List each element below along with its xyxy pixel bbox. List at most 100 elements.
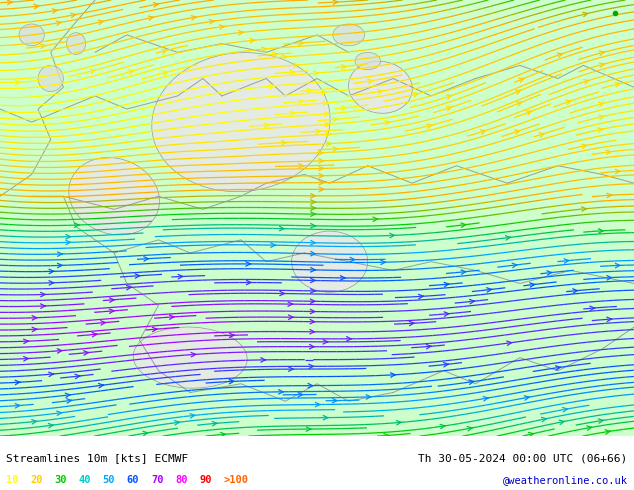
FancyArrowPatch shape (32, 327, 37, 332)
FancyArrowPatch shape (169, 315, 174, 319)
FancyArrowPatch shape (221, 432, 226, 437)
FancyArrowPatch shape (391, 373, 396, 377)
FancyArrowPatch shape (101, 320, 106, 325)
FancyArrowPatch shape (470, 299, 475, 304)
FancyArrowPatch shape (178, 274, 183, 279)
FancyArrowPatch shape (32, 419, 37, 424)
FancyArrowPatch shape (57, 349, 62, 353)
FancyArrowPatch shape (271, 243, 276, 247)
FancyArrowPatch shape (298, 392, 303, 397)
FancyArrowPatch shape (562, 408, 567, 412)
FancyArrowPatch shape (319, 173, 324, 178)
FancyArrowPatch shape (15, 404, 20, 408)
FancyArrowPatch shape (15, 380, 20, 385)
FancyArrowPatch shape (41, 44, 46, 49)
FancyArrowPatch shape (564, 259, 569, 263)
FancyArrowPatch shape (294, 63, 298, 68)
FancyArrowPatch shape (318, 150, 323, 155)
FancyArrowPatch shape (557, 53, 562, 57)
Ellipse shape (67, 33, 86, 54)
FancyArrowPatch shape (230, 333, 234, 338)
FancyArrowPatch shape (324, 112, 329, 116)
FancyArrowPatch shape (269, 84, 275, 89)
FancyArrowPatch shape (599, 63, 604, 67)
FancyArrowPatch shape (310, 309, 315, 314)
FancyArrowPatch shape (539, 133, 545, 137)
FancyArrowPatch shape (229, 379, 234, 384)
FancyArrowPatch shape (67, 399, 72, 403)
FancyArrowPatch shape (219, 25, 224, 29)
Text: 30: 30 (55, 475, 67, 486)
Ellipse shape (38, 66, 63, 92)
FancyArrowPatch shape (598, 229, 604, 233)
FancyArrowPatch shape (163, 71, 168, 75)
FancyArrowPatch shape (299, 99, 303, 104)
FancyArrowPatch shape (191, 352, 196, 357)
FancyArrowPatch shape (607, 317, 612, 321)
FancyArrowPatch shape (311, 241, 316, 245)
FancyArrowPatch shape (319, 166, 323, 171)
FancyArrowPatch shape (152, 327, 157, 332)
FancyArrowPatch shape (340, 276, 345, 280)
FancyArrowPatch shape (526, 111, 532, 115)
FancyArrowPatch shape (319, 159, 323, 163)
FancyArrowPatch shape (519, 78, 524, 82)
FancyArrowPatch shape (590, 306, 595, 311)
FancyArrowPatch shape (191, 16, 197, 20)
FancyArrowPatch shape (378, 90, 383, 94)
FancyArrowPatch shape (373, 217, 378, 221)
FancyArrowPatch shape (307, 89, 312, 93)
FancyArrowPatch shape (8, 0, 12, 4)
FancyArrowPatch shape (23, 357, 29, 361)
FancyArrowPatch shape (58, 263, 62, 268)
FancyArrowPatch shape (311, 268, 316, 272)
FancyArrowPatch shape (530, 283, 534, 287)
FancyArrowPatch shape (316, 129, 321, 134)
FancyArrowPatch shape (174, 420, 179, 425)
FancyArrowPatch shape (48, 423, 53, 428)
FancyArrowPatch shape (311, 194, 316, 198)
FancyArrowPatch shape (309, 344, 314, 349)
FancyArrowPatch shape (280, 291, 285, 295)
FancyArrowPatch shape (281, 141, 287, 145)
FancyArrowPatch shape (49, 281, 54, 285)
Text: 70: 70 (151, 475, 164, 486)
FancyArrowPatch shape (326, 132, 331, 137)
Ellipse shape (152, 52, 330, 192)
FancyArrowPatch shape (381, 260, 385, 265)
FancyArrowPatch shape (319, 187, 324, 192)
FancyArrowPatch shape (288, 315, 294, 319)
FancyArrowPatch shape (587, 426, 592, 430)
FancyArrowPatch shape (41, 304, 46, 308)
FancyArrowPatch shape (529, 433, 534, 437)
FancyArrowPatch shape (347, 337, 351, 341)
FancyArrowPatch shape (109, 309, 114, 314)
Ellipse shape (333, 24, 365, 46)
FancyArrowPatch shape (319, 180, 324, 185)
FancyArrowPatch shape (323, 101, 328, 105)
FancyArrowPatch shape (524, 396, 529, 400)
Text: @weatheronline.co.uk: @weatheronline.co.uk (503, 475, 628, 486)
FancyArrowPatch shape (32, 316, 37, 320)
FancyArrowPatch shape (250, 38, 255, 43)
FancyArrowPatch shape (516, 102, 522, 106)
FancyArrowPatch shape (598, 419, 604, 423)
FancyArrowPatch shape (314, 71, 318, 75)
Text: 10: 10 (6, 475, 19, 486)
FancyArrowPatch shape (541, 417, 547, 422)
FancyArrowPatch shape (333, 117, 338, 122)
FancyArrowPatch shape (573, 289, 578, 293)
FancyArrowPatch shape (98, 20, 103, 24)
FancyArrowPatch shape (321, 90, 327, 95)
Polygon shape (0, 0, 634, 436)
FancyArrowPatch shape (341, 65, 346, 69)
Text: 20: 20 (30, 475, 43, 486)
FancyArrowPatch shape (332, 398, 337, 403)
Text: 80: 80 (175, 475, 188, 486)
FancyArrowPatch shape (461, 223, 466, 227)
FancyArrowPatch shape (246, 262, 250, 266)
FancyArrowPatch shape (515, 90, 521, 94)
FancyArrowPatch shape (323, 416, 328, 420)
FancyArrowPatch shape (515, 130, 520, 134)
FancyArrowPatch shape (52, 9, 58, 13)
